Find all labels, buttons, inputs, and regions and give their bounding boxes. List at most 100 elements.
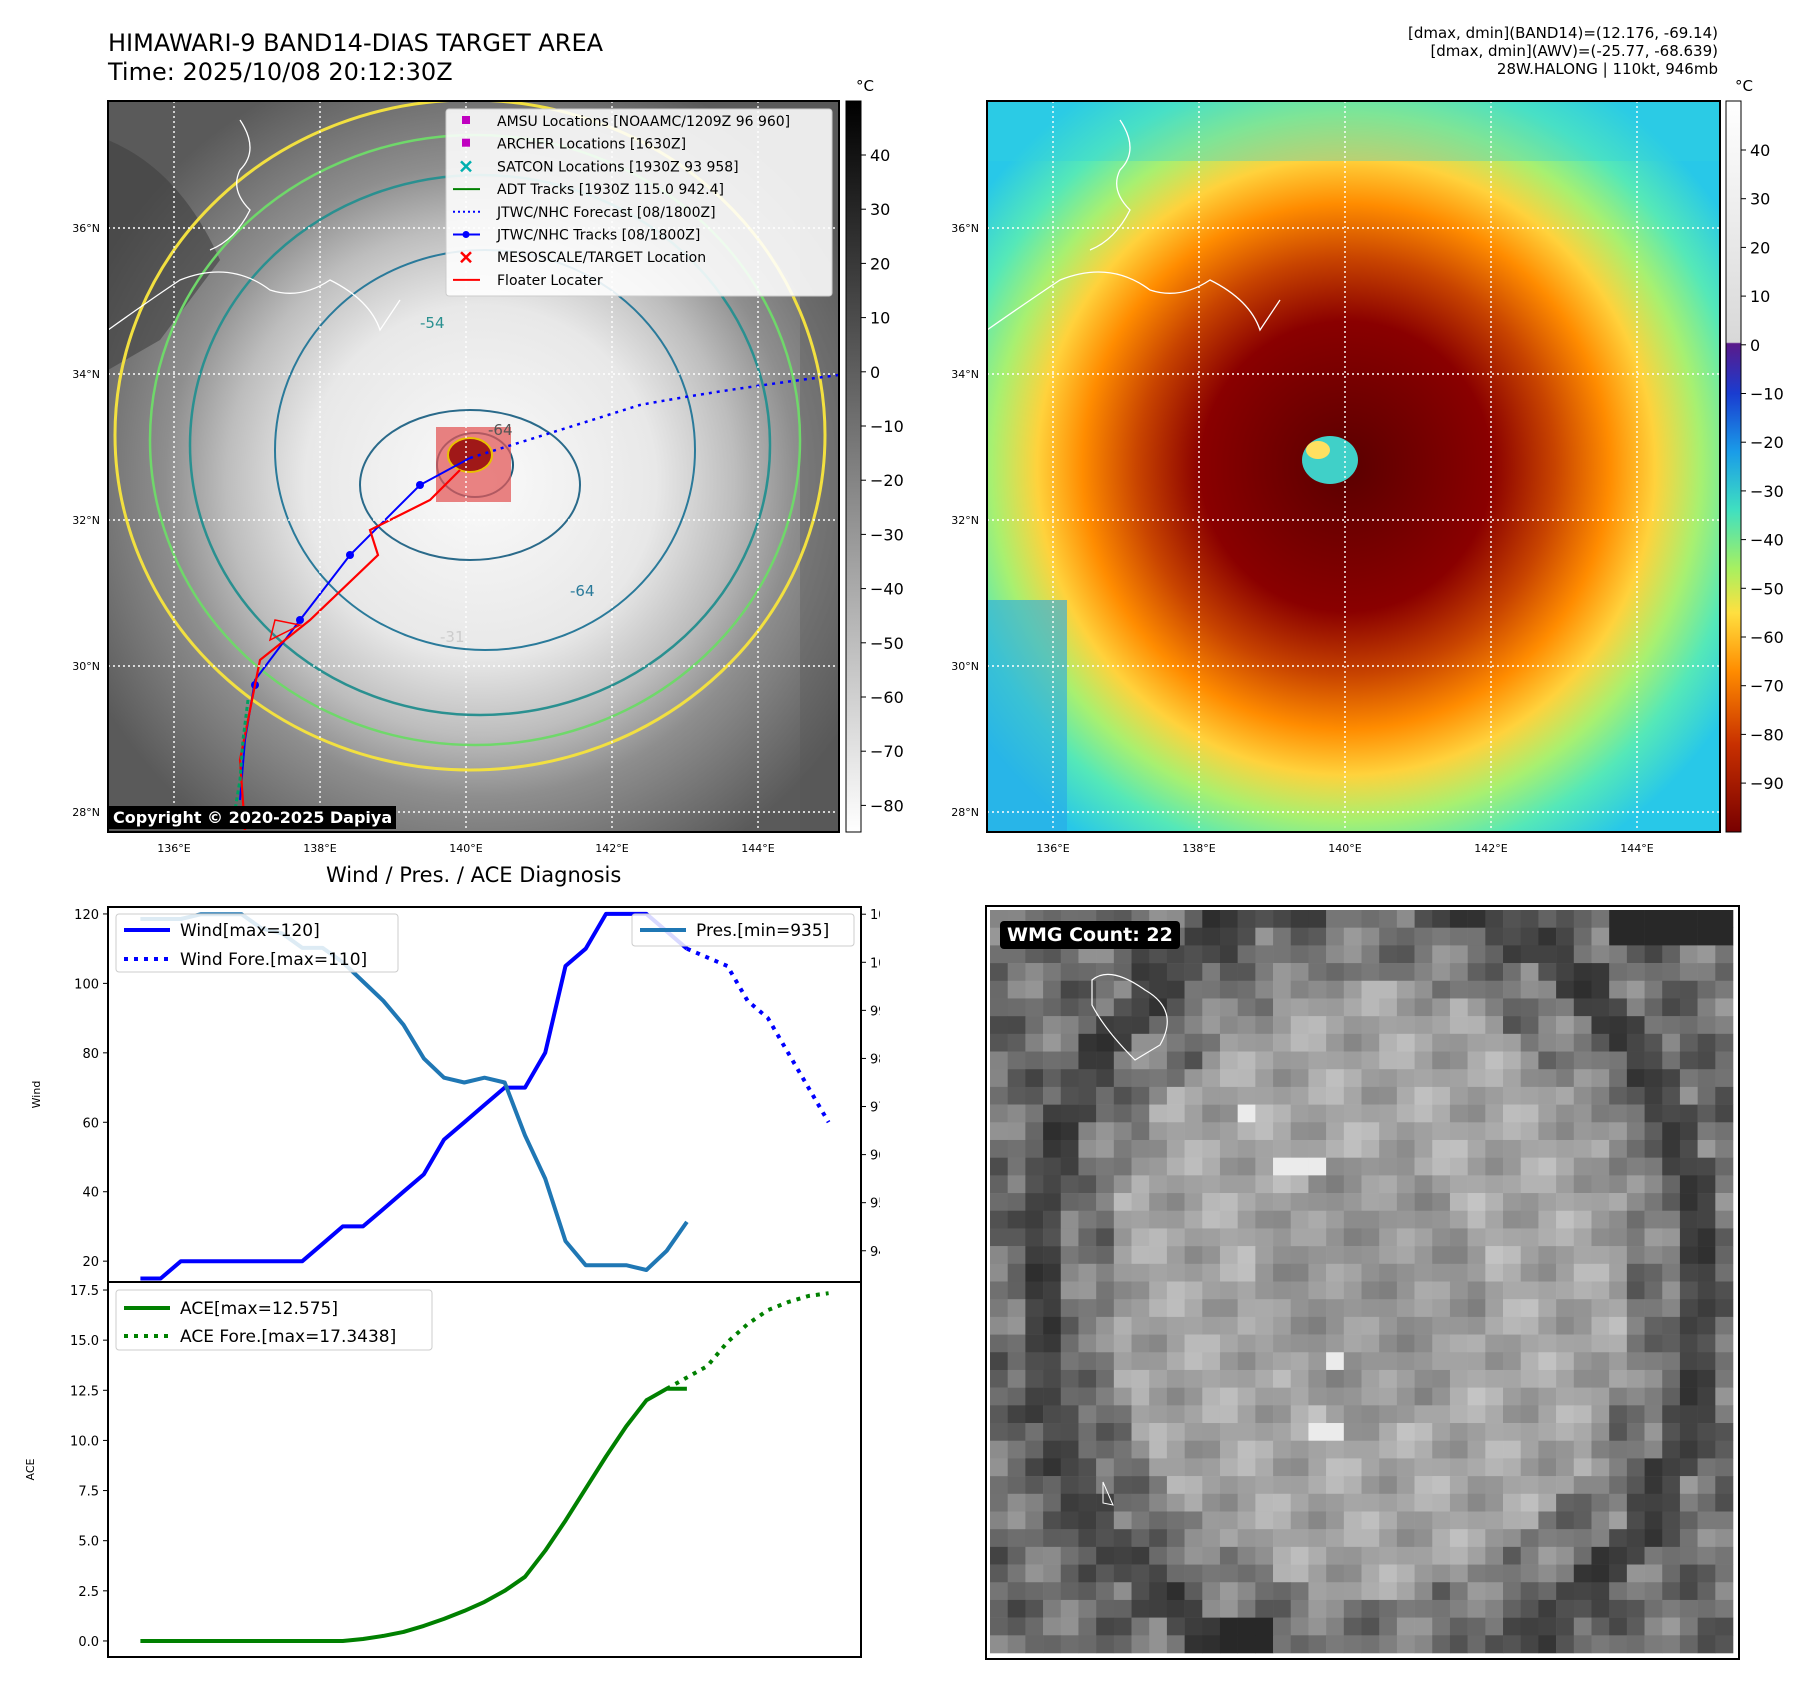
wmg-cell <box>1467 1423 1486 1442</box>
wmg-cell <box>1432 1316 1451 1335</box>
wmg-cell <box>1679 1246 1698 1265</box>
ace-axis-tick-label: 17.5 <box>70 1284 99 1299</box>
wmg-cell <box>1467 910 1486 928</box>
wmg-cell <box>1697 963 1716 982</box>
wmg-cell <box>1449 1405 1468 1424</box>
wmg-cell <box>1131 1175 1150 1194</box>
wmg-cell <box>1520 998 1539 1017</box>
wmg-cell <box>1202 1104 1221 1123</box>
wmg-cell <box>1237 1051 1256 1070</box>
wmg-cell <box>1131 1635 1150 1654</box>
wmg-cell <box>1273 1281 1292 1300</box>
wmg-cell <box>1343 1369 1362 1388</box>
wmg-cell <box>1025 1529 1044 1548</box>
wmg-cell <box>1096 1529 1115 1548</box>
wmg-cell <box>1449 1617 1468 1636</box>
wmg-cell <box>1361 1139 1380 1158</box>
wmg-cell <box>1396 980 1415 999</box>
wmg-cell <box>1326 945 1345 964</box>
wmg-cell <box>1538 1617 1557 1636</box>
wmg-cell <box>1149 1175 1168 1194</box>
wmg-cell <box>1467 1193 1486 1212</box>
wmg-cell <box>1591 1493 1610 1512</box>
wmg-cell <box>1396 998 1415 1017</box>
wmg-cell <box>1449 1228 1468 1247</box>
wmg-cell <box>1078 1352 1097 1371</box>
wmg-cell <box>1538 1476 1557 1495</box>
wmg-cell <box>1113 1546 1132 1565</box>
wmg-cell <box>1255 1458 1274 1477</box>
wmg-cell <box>1414 1316 1433 1335</box>
wmg-cell <box>1591 1529 1610 1548</box>
wmg-cell <box>1503 910 1522 928</box>
wmg-cell <box>1449 980 1468 999</box>
wmg-cell <box>1609 1281 1628 1300</box>
wmg-cell <box>1449 1139 1468 1158</box>
wmg-cell <box>1449 1316 1468 1335</box>
wmg-cell <box>1538 1228 1557 1247</box>
wmg-cell <box>990 1104 1008 1123</box>
wmg-cell <box>1255 1086 1274 1105</box>
wmg-cell <box>1202 1175 1221 1194</box>
wmg-cell <box>1166 1529 1185 1548</box>
wmg-cell <box>1679 1423 1698 1442</box>
pressure-axis-tick-label: 980 <box>870 1052 880 1067</box>
wmg-cell <box>1343 1228 1362 1247</box>
color-colorbar-unit: °C <box>1735 77 1753 95</box>
wmg-cell <box>990 1139 1008 1158</box>
wmg-cell <box>1166 1423 1185 1442</box>
colorbar-tick-label: −60 <box>870 688 904 707</box>
wmg-cell <box>1219 1193 1238 1212</box>
wmg-cell <box>1679 1139 1698 1158</box>
wmg-cell <box>1202 1157 1221 1176</box>
wmg-cell <box>1043 1511 1062 1530</box>
wmg-cell <box>1078 1069 1097 1088</box>
wmg-cell <box>1432 1582 1451 1601</box>
wmg-cell <box>1449 1334 1468 1353</box>
wmg-cell <box>990 1263 1008 1282</box>
wmg-cell <box>1485 1387 1504 1406</box>
wmg-cell <box>1361 1387 1380 1406</box>
colorbar-tick-label: −40 <box>870 580 904 599</box>
wmg-cell <box>1326 1529 1345 1548</box>
wmg-cell <box>1096 1281 1115 1300</box>
wmg-cell <box>1414 945 1433 964</box>
wmg-cell <box>1060 1246 1079 1265</box>
wmg-cell <box>1273 1458 1292 1477</box>
wind-line <box>140 911 689 1281</box>
wmg-cell <box>1679 980 1698 999</box>
wmg-cell <box>1184 1511 1203 1530</box>
wmg-cell <box>1343 1281 1362 1300</box>
wmg-cell <box>1255 1564 1274 1583</box>
wmg-cell <box>1361 1104 1380 1123</box>
wmg-cell <box>1361 1564 1380 1583</box>
wmg-cell <box>1662 1387 1681 1406</box>
wmg-cell <box>1219 1458 1238 1477</box>
wmg-cell <box>1060 1175 1079 1194</box>
wmg-cell <box>1538 1157 1557 1176</box>
wmg-cell <box>1449 1033 1468 1052</box>
wmg-cell <box>1644 910 1663 928</box>
colorbar-tick-label: 0 <box>1750 336 1760 355</box>
wmg-cell <box>1485 1511 1504 1530</box>
wmg-cell <box>1237 910 1256 928</box>
wmg-cell <box>1184 1246 1203 1265</box>
lon-label: 138°E <box>1182 842 1215 855</box>
lat-label: 36°N <box>951 222 979 235</box>
wmg-cell <box>1414 1493 1433 1512</box>
wmg-cell <box>1149 1405 1168 1424</box>
wmg-cell <box>1503 1546 1522 1565</box>
wmg-cell <box>1326 1139 1345 1158</box>
wmg-cell <box>1573 1387 1592 1406</box>
wmg-cell <box>1609 980 1628 999</box>
wmg-cell <box>1255 1069 1274 1088</box>
wmg-cell <box>1219 927 1238 946</box>
wmg-cell <box>1308 1582 1327 1601</box>
wmg-cell <box>1043 945 1062 964</box>
wmg-cell <box>1556 1316 1575 1335</box>
wmg-cell <box>1379 1405 1398 1424</box>
wmg-cell <box>1662 1033 1681 1052</box>
wmg-cell <box>1131 1086 1150 1105</box>
wmg-cell <box>1149 1458 1168 1477</box>
wmg-cell <box>1715 1352 1734 1371</box>
